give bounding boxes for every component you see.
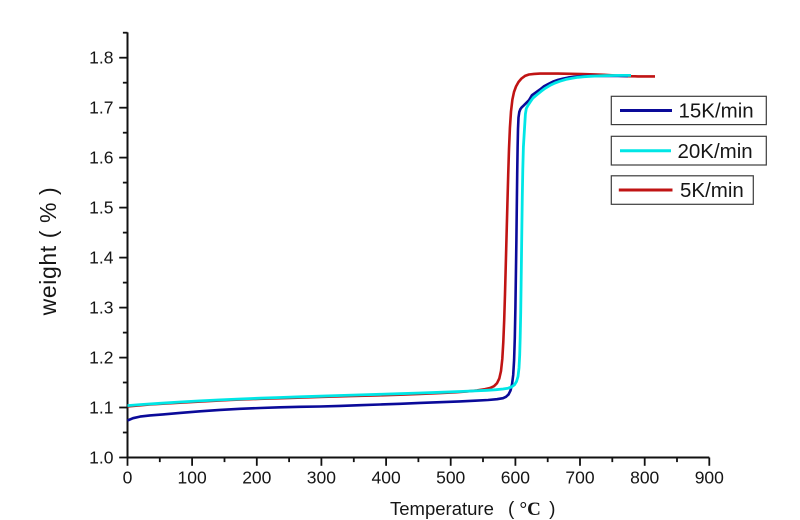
svg-text:800: 800 [630,468,659,488]
svg-text:(°C ): (°C ) [508,499,555,520]
svg-text:0: 0 [123,468,133,488]
svg-text:900: 900 [695,468,724,488]
svg-text:1.5: 1.5 [89,198,113,218]
svg-text:1.3: 1.3 [89,298,113,318]
svg-text:1.8: 1.8 [89,48,113,68]
svg-text:1.0: 1.0 [89,448,114,468]
svg-text:500: 500 [436,468,465,488]
svg-text:Temperature: Temperature [390,498,494,519]
svg-text:1.1: 1.1 [89,398,113,418]
svg-text:700: 700 [565,468,594,488]
svg-text:200: 200 [242,468,271,488]
svg-text:15K/min: 15K/min [679,100,754,123]
svg-text:1.6: 1.6 [89,148,113,168]
svg-text:20K/min: 20K/min [678,140,753,163]
svg-text:weight ( % ): weight ( % ) [35,187,61,317]
svg-text:100: 100 [177,468,206,488]
svg-text:1.7: 1.7 [89,98,113,118]
svg-text:1.2: 1.2 [89,348,113,368]
svg-text:600: 600 [501,468,530,488]
svg-text:400: 400 [371,468,400,488]
svg-text:1.4: 1.4 [89,248,114,268]
svg-text:5K/min: 5K/min [680,179,744,202]
svg-text:300: 300 [307,468,336,488]
